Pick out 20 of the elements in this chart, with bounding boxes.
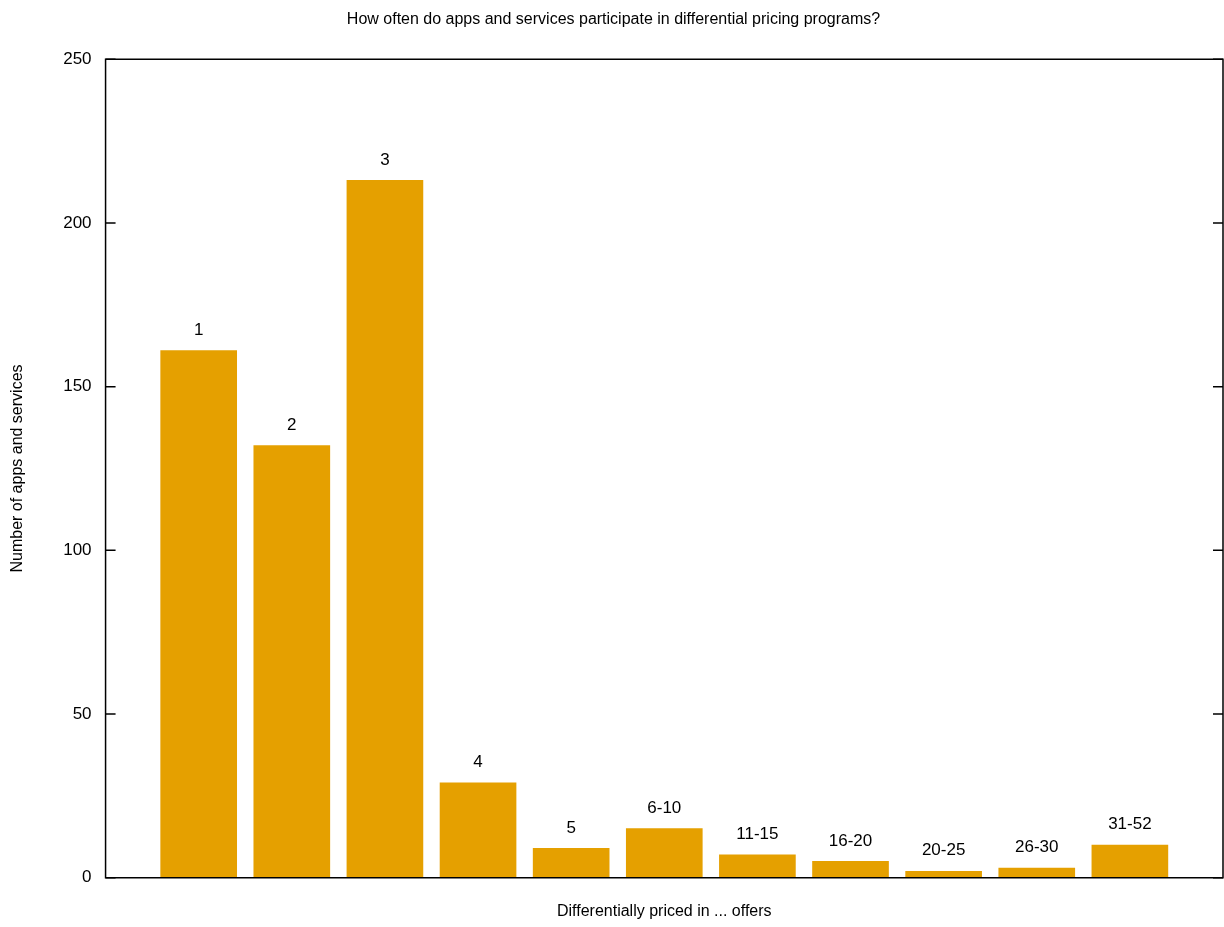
y-tick-label: 100 bbox=[63, 540, 92, 560]
x-tick-label: 26-30 bbox=[1015, 837, 1059, 857]
y-tick-label: 50 bbox=[72, 703, 92, 723]
x-tick-label: 4 bbox=[473, 752, 483, 772]
x-axis-title: Differentially priced in ... offers bbox=[556, 901, 772, 919]
x-tick-label: 31-52 bbox=[1108, 814, 1152, 834]
y-tick-label: 150 bbox=[63, 376, 92, 396]
x-tick-label: 6-10 bbox=[647, 797, 682, 817]
x-tick-label: 2 bbox=[287, 414, 297, 434]
x-tick-label: 3 bbox=[380, 149, 390, 169]
x-tick-label: 11-15 bbox=[736, 824, 779, 844]
y-tick-label: 250 bbox=[63, 48, 92, 68]
x-tick-label: 20-25 bbox=[921, 840, 966, 860]
x-tick-label: 5 bbox=[566, 817, 576, 837]
y-tick-label: 200 bbox=[63, 212, 92, 232]
y-tick-label: 0 bbox=[82, 867, 92, 887]
y-axis-title: Number of apps and services bbox=[8, 364, 26, 573]
x-tick-label: 1 bbox=[193, 319, 204, 339]
chart-title: How often do apps and services participate in differential pricing programs? bbox=[346, 10, 881, 28]
x-tick-label: 16-20 bbox=[828, 830, 873, 850]
